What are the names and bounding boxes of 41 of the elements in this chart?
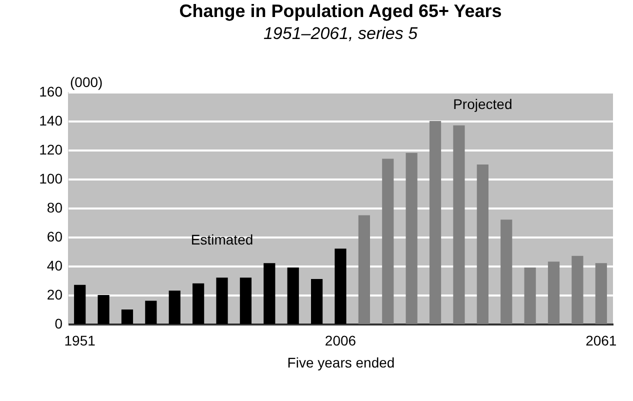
y-tick-label: 20 — [46, 286, 63, 302]
bar — [334, 248, 346, 324]
y-tick-label: 40 — [46, 258, 63, 274]
bar — [192, 283, 204, 324]
bar — [264, 263, 276, 324]
bar — [216, 278, 228, 324]
y-tick-label: 140 — [39, 112, 63, 128]
x-axis-title: Five years ended — [287, 354, 395, 370]
x-tick-label: 1951 — [64, 332, 96, 348]
bar — [476, 164, 488, 324]
bar — [382, 158, 394, 324]
bar — [311, 279, 323, 324]
bar — [168, 290, 180, 324]
y-tick-label: 0 — [54, 316, 63, 332]
y-tick-label: 100 — [39, 170, 63, 186]
bar — [145, 300, 157, 324]
bar — [548, 262, 560, 324]
bar — [524, 267, 536, 324]
bar — [500, 220, 512, 324]
bar — [429, 121, 442, 324]
bar — [572, 256, 584, 324]
chart-title: Change in Population Aged 65+ Years — [179, 1, 502, 21]
y-tick-label: 80 — [46, 200, 63, 216]
y-tick-label: 160 — [39, 84, 63, 100]
y-axis-title: (000) — [70, 74, 103, 90]
x-tick-label: 2006 — [324, 332, 356, 348]
bar — [121, 310, 134, 324]
bar — [98, 295, 110, 324]
bar — [595, 263, 607, 324]
chart-subtitle: 1951–2061, series 5 — [263, 24, 418, 43]
annotation: Estimated — [190, 231, 254, 248]
bar — [74, 284, 86, 324]
bar — [240, 278, 252, 324]
y-tick-label: 60 — [46, 228, 63, 244]
bar — [287, 267, 299, 324]
bar — [453, 125, 465, 324]
bar — [406, 152, 418, 324]
bar — [358, 215, 370, 324]
annotation: Projected — [453, 96, 512, 112]
x-tick-label: 2061 — [586, 332, 617, 348]
y-tick-label: 120 — [39, 142, 63, 158]
